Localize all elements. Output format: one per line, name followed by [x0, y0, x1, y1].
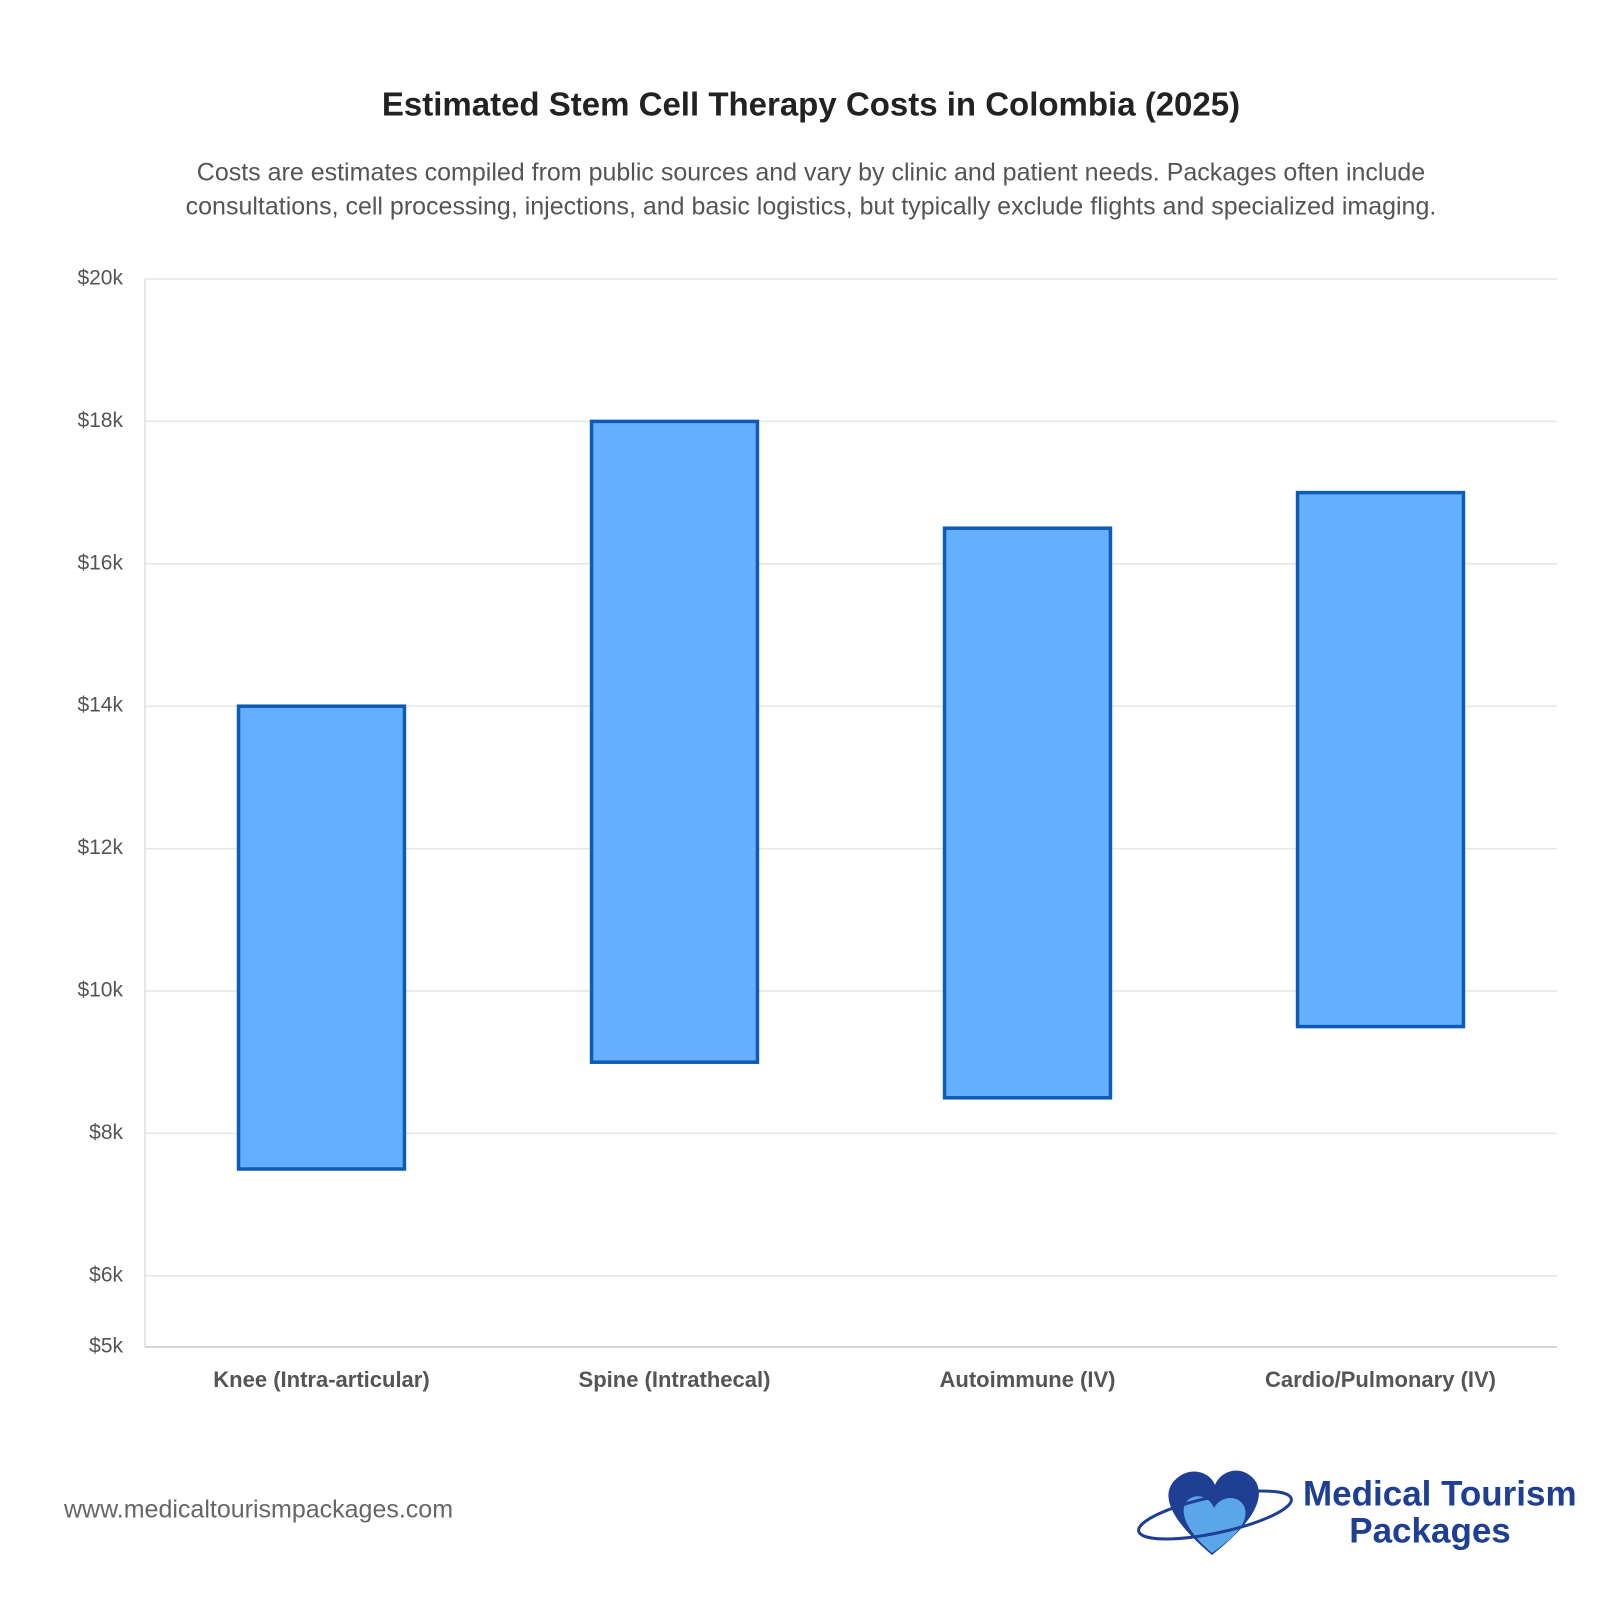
- bar: [942, 526, 1113, 1100]
- chart-title: Estimated Stem Cell Therapy Costs in Col…: [382, 86, 1240, 123]
- y-tick-label: $20k: [77, 267, 123, 290]
- bar: [589, 419, 760, 1064]
- chart-subtitle: consultations, cell processing, injectio…: [186, 193, 1437, 221]
- y-tick-label: $10k: [77, 979, 123, 1002]
- y-tick-label: $6k: [89, 1263, 123, 1286]
- y-tick-label: $18k: [77, 409, 123, 432]
- bar: [236, 704, 407, 1171]
- y-tick-label: $12k: [77, 836, 123, 859]
- x-tick-label: Autoimmune (IV): [940, 1367, 1116, 1392]
- logo-text: Packages: [1349, 1511, 1511, 1550]
- chart-subtitle: Costs are estimates compiled from public…: [197, 159, 1425, 187]
- x-tick-label: Cardio/Pulmonary (IV): [1265, 1367, 1496, 1392]
- logo-text: Medical Tourism: [1303, 1474, 1577, 1513]
- y-tick-label: $5k: [89, 1335, 123, 1358]
- footer-url: www.medicaltourismpackages.com: [63, 1496, 453, 1524]
- y-tick-label: $14k: [77, 694, 123, 717]
- x-tick-label: Spine (Intrathecal): [579, 1367, 771, 1392]
- logo: Medical Tourism Packages: [1137, 1470, 1577, 1555]
- x-tick-label: Knee (Intra-articular): [213, 1367, 429, 1392]
- logo-heart-inner: [1183, 1496, 1246, 1553]
- bar: [1295, 490, 1466, 1029]
- y-tick-label: $8k: [89, 1121, 123, 1144]
- y-tick-label: $16k: [77, 551, 123, 574]
- logo-orbit: [1137, 1489, 1293, 1541]
